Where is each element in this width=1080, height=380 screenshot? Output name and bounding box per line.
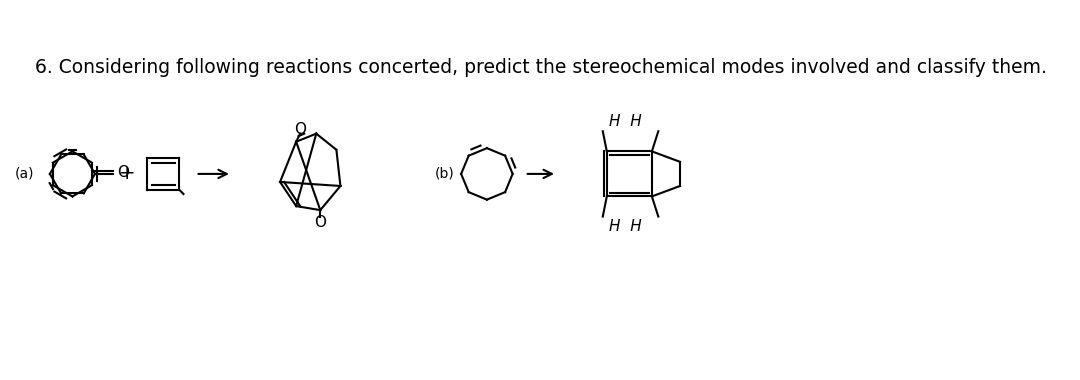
Text: O: O [117,165,129,180]
Text: (a): (a) [14,167,33,181]
Text: H  H: H H [609,219,642,234]
Text: H  H: H H [609,114,642,129]
Text: O: O [314,215,326,230]
Text: 6. Considering following reactions concerted, predict the stereochemical modes i: 6. Considering following reactions conce… [35,59,1047,78]
Text: +: + [119,165,135,184]
Text: (b): (b) [434,167,455,181]
Text: O: O [294,122,307,137]
